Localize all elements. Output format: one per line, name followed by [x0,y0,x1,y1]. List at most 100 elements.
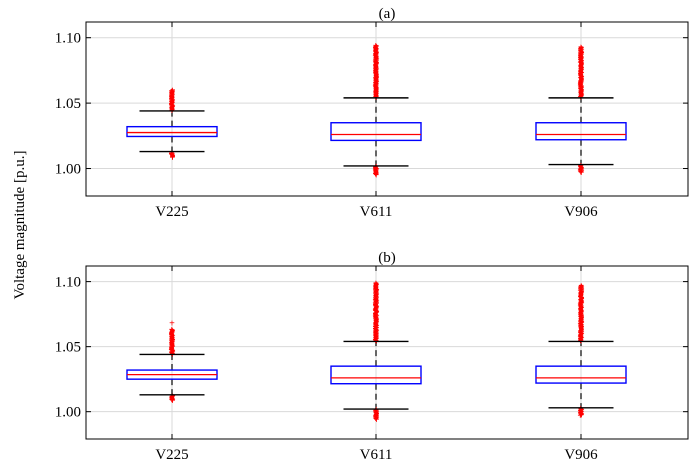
outlier-marker: + [373,85,379,96]
outlier-marker: + [373,322,379,333]
outlier-marker: + [578,290,584,301]
outlier-marker: + [373,66,379,77]
outlier-marker: + [373,283,379,294]
outlier-marker: + [169,342,175,353]
outlier-marker: + [372,56,378,67]
outlier-marker: + [578,292,584,303]
outlier-marker: + [578,91,584,102]
outlier-marker: + [169,98,175,109]
outlier-marker: + [579,314,585,325]
outlier-marker: + [578,78,584,89]
outlier-marker: + [168,330,174,341]
outlier-marker: + [374,326,380,337]
outlier-marker: + [373,310,379,321]
outlier-marker: + [578,408,584,419]
y-tick-label: 1.10 [55,31,81,47]
outlier-marker: + [374,408,380,419]
outlier-marker: + [578,71,584,82]
outlier-marker: + [372,298,378,309]
outlier-marker: + [170,86,176,97]
outlier-marker: + [373,85,379,96]
outlier-marker: + [373,64,379,75]
outlier-marker: + [578,83,584,94]
outlier-marker: + [578,50,584,61]
outlier-marker: + [578,286,584,297]
outlier-marker: + [170,342,176,353]
outlier-marker: + [373,301,379,312]
outlier-marker: + [579,47,585,58]
outlier-marker: + [373,305,379,316]
outlier-marker: + [579,287,585,298]
outlier-marker: + [578,71,584,82]
outlier-marker: + [578,323,584,334]
outlier-marker: + [373,83,379,94]
outlier-marker: + [373,294,379,305]
outlier-marker: + [374,330,380,341]
outlier-marker: + [578,57,584,68]
outlier-marker: + [374,314,380,325]
outlier-marker: + [169,90,175,101]
outlier-marker: + [578,69,584,80]
outlier-marker: + [170,86,176,97]
outlier-marker: + [169,328,175,339]
outlier-marker: + [374,407,380,418]
outlier-marker: + [578,76,584,87]
outlier-marker: + [374,334,380,345]
outlier-marker: + [578,326,584,337]
outlier-marker: + [578,161,584,172]
outlier-marker: + [578,55,584,66]
outlier-marker: + [373,68,379,79]
outlier-marker: + [373,411,379,422]
outlier-marker: + [373,321,379,332]
panel-title: (a) [379,6,396,22]
outlier-marker: + [373,294,379,305]
outlier-marker: + [372,169,378,180]
outlier-marker: + [578,303,584,314]
outlier-marker: + [169,329,175,340]
outlier-marker: + [579,297,585,308]
outlier-marker: + [373,74,379,85]
y-tick-label: 1.10 [55,275,81,291]
outlier-marker: + [373,50,379,61]
outlier-marker: + [372,164,378,175]
outlier-marker: + [373,78,379,89]
outlier-marker: + [170,152,176,163]
x-tick-label: V611 [360,204,393,220]
outlier-marker: + [577,70,583,81]
outlier-marker: + [169,90,175,101]
outlier-marker: + [374,48,380,59]
outlier-marker: + [374,331,380,342]
outlier-marker: + [374,59,380,70]
outlier-marker: + [170,331,176,342]
outlier-marker: + [578,162,584,173]
outlier-marker: + [373,304,379,315]
outlier-marker: + [169,99,175,110]
outlier-marker: + [170,395,176,406]
outlier-marker: + [374,409,380,420]
outlier-marker: + [374,72,380,83]
outlier-marker: + [373,48,379,59]
outlier-marker: + [169,346,175,357]
outlier-marker: + [170,152,176,163]
outlier-marker: + [169,333,175,344]
outlier-marker: + [578,78,584,89]
outlier-marker: + [577,301,583,312]
outlier-marker: + [578,328,584,339]
outlier-marker: + [373,329,379,340]
outlier-marker: + [374,321,380,332]
outlier-marker: + [578,305,584,316]
outlier-marker: + [372,293,378,304]
outlier-marker: + [373,325,379,336]
outlier-marker: + [373,308,379,319]
outlier-marker: + [374,299,380,310]
outlier-marker: + [374,86,380,97]
outlier-marker: + [579,87,585,98]
outlier-marker: + [578,44,584,55]
outlier-marker: + [373,80,379,91]
outlier-marker: + [578,326,584,337]
outlier-marker: + [374,293,380,304]
outlier-marker: + [170,326,176,337]
outlier-marker: + [373,69,379,80]
x-tick-label: V225 [155,204,188,220]
outlier-marker: + [373,82,379,93]
